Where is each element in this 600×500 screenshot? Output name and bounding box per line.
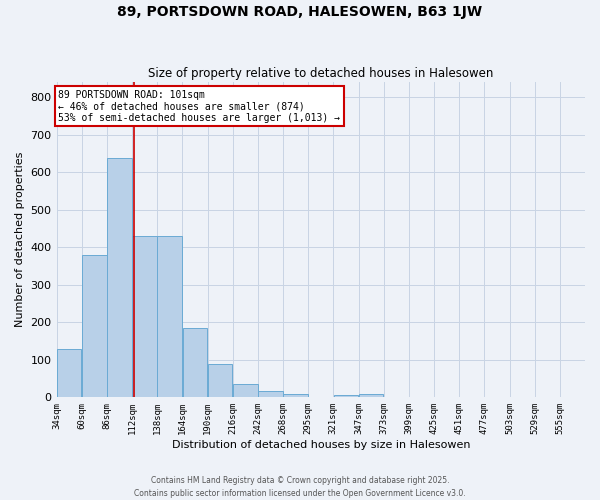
Text: 89 PORTSDOWN ROAD: 101sqm
← 46% of detached houses are smaller (874)
53% of semi: 89 PORTSDOWN ROAD: 101sqm ← 46% of detac…: [58, 90, 340, 123]
Bar: [208, 364, 232, 398]
X-axis label: Distribution of detached houses by size in Halesowen: Distribution of detached houses by size …: [172, 440, 470, 450]
Y-axis label: Number of detached properties: Number of detached properties: [15, 152, 25, 328]
Bar: [283, 394, 308, 398]
Bar: [57, 350, 82, 398]
Bar: [233, 384, 257, 398]
Bar: [334, 394, 358, 398]
Bar: [258, 391, 283, 398]
Bar: [182, 328, 207, 398]
Title: Size of property relative to detached houses in Halesowen: Size of property relative to detached ho…: [148, 66, 493, 80]
Bar: [359, 394, 383, 398]
Bar: [82, 254, 107, 398]
Text: Contains HM Land Registry data © Crown copyright and database right 2025.
Contai: Contains HM Land Registry data © Crown c…: [134, 476, 466, 498]
Bar: [157, 236, 182, 398]
Bar: [132, 236, 157, 398]
Bar: [107, 158, 132, 398]
Text: 89, PORTSDOWN ROAD, HALESOWEN, B63 1JW: 89, PORTSDOWN ROAD, HALESOWEN, B63 1JW: [118, 5, 482, 19]
